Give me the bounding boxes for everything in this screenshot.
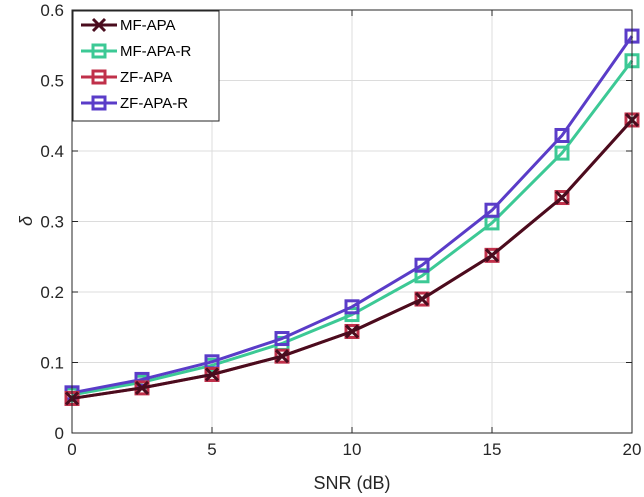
data-point xyxy=(554,145,570,161)
series-line xyxy=(71,59,634,397)
data-point xyxy=(554,127,570,143)
data-point xyxy=(484,248,500,263)
data-point xyxy=(414,291,430,307)
data-point xyxy=(274,349,290,364)
data-point xyxy=(554,190,570,205)
legend-marker xyxy=(91,17,107,33)
data-point xyxy=(554,190,570,206)
x-tick-label: 0 xyxy=(67,440,76,459)
y-axis-title: δ xyxy=(16,215,36,226)
data-point xyxy=(484,247,500,263)
data-point xyxy=(134,371,150,387)
y-tick-label: 0 xyxy=(55,424,64,443)
y-tick-label: 0.1 xyxy=(40,354,64,373)
y-tick-label: 0.4 xyxy=(40,142,64,161)
data-point xyxy=(484,202,500,218)
x-axis-title: SNR (dB) xyxy=(313,473,390,493)
y-tick-label: 0.5 xyxy=(40,72,64,91)
data-point xyxy=(344,299,360,315)
data-point xyxy=(204,367,220,382)
legend-marker xyxy=(91,43,107,59)
data-point xyxy=(344,307,360,323)
legend-label: MF-APA xyxy=(120,17,176,34)
legend: MF-APA MF-APA-R ZF-APA ZF-APA-R xyxy=(72,10,220,122)
data-point xyxy=(274,348,290,364)
x-tick-label: 15 xyxy=(483,440,502,459)
data-point xyxy=(414,291,430,307)
x-tick-label: 10 xyxy=(343,440,362,459)
data-point xyxy=(344,323,360,339)
x-tick-label: 20 xyxy=(623,440,642,459)
data-point xyxy=(344,324,360,339)
y-tick-label: 0.6 xyxy=(40,1,64,20)
y-tick-label: 0.2 xyxy=(40,283,64,302)
legend-item: ZF-APA-R xyxy=(81,95,188,112)
axis-ticks: 0 5 10 15 20 0 0.1 0.2 0.3 0.4 0.5 0.6 xyxy=(40,1,641,459)
legend-label: MF-APA-R xyxy=(120,43,192,60)
legend-marker xyxy=(91,69,107,85)
legend-item: MF-APA xyxy=(81,17,176,34)
legend-item: ZF-APA xyxy=(81,69,172,86)
legend-item: MF-APA-R xyxy=(81,43,192,60)
series-line xyxy=(71,35,634,395)
data-point xyxy=(134,380,150,395)
y-tick-label: 0.3 xyxy=(40,213,64,232)
data-point xyxy=(414,257,430,273)
grid xyxy=(72,10,632,433)
data-point xyxy=(274,331,290,347)
legend-label: ZF-APA xyxy=(120,69,172,86)
legend-label: ZF-APA-R xyxy=(120,95,188,112)
legend-marker xyxy=(91,95,107,111)
x-tick-label: 5 xyxy=(207,440,216,459)
